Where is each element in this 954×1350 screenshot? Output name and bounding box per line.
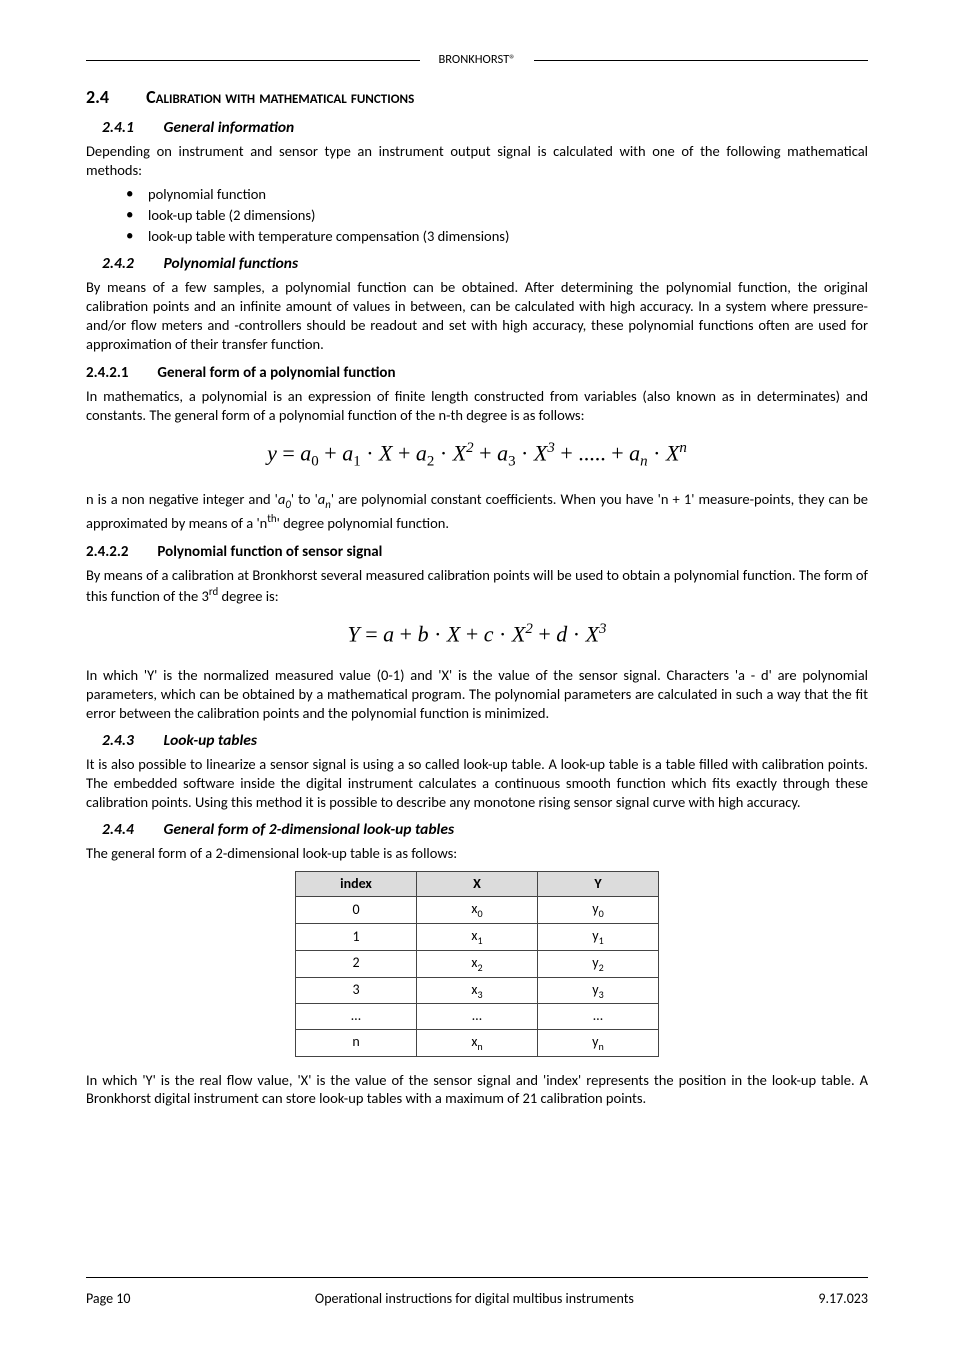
col-y: Y xyxy=(538,871,659,896)
subsubsection-2421: 2.4.2.1 General form of a polynomial fun… xyxy=(86,364,868,384)
s2422-p1: By means of a calibration at Bronkhorst … xyxy=(86,566,868,606)
section-num: 2.4 xyxy=(86,86,142,109)
table-row: 1x1y1 xyxy=(296,923,659,950)
formula-cubic-polynomial: Y = a + b · X + c · X2 + d · X3 xyxy=(86,620,868,649)
subsection-242: 2.4.2 Polynomial functions xyxy=(102,254,868,274)
s243-p1: It is also possible to linearize a senso… xyxy=(86,755,868,812)
formula-general-polynomial: y = a0 + a1 · X + a2 · X2 + a3 · X3 + ..… xyxy=(86,439,868,472)
subsection-241: 2.4.1 General information xyxy=(102,118,868,138)
footer-right: 9.17.023 xyxy=(818,1290,868,1308)
s2421-p2: n is a non negative integer and 'a0' to … xyxy=(86,490,868,533)
list-item: look-up table (2 dimensions) xyxy=(148,206,868,225)
footer-left: Page 10 xyxy=(86,1290,130,1308)
header-rule: BRONKHORST® xyxy=(86,52,868,68)
col-index: index xyxy=(296,871,417,896)
s241-intro: Depending on instrument and sensor type … xyxy=(86,142,868,180)
section-title: Calibration with mathematical functions xyxy=(146,86,414,108)
subsubsection-2422: 2.4.2.2 Polynomial function of sensor si… xyxy=(86,543,868,563)
table-row: 0x0y0 xyxy=(296,896,659,923)
header-brand: BRONKHORST® xyxy=(420,52,533,68)
s241-bullets: polynomial function look-up table (2 dim… xyxy=(86,185,868,246)
list-item: polynomial function xyxy=(148,185,868,204)
col-x: X xyxy=(417,871,538,896)
s2422-p2: In which 'Y' is the normalized measured … xyxy=(86,666,868,723)
footer-center: Operational instructions for digital mul… xyxy=(86,1290,868,1308)
s244-p2: In which 'Y' is the real flow value, 'X'… xyxy=(86,1071,868,1109)
s2421-p1: In mathematics, a polynomial is an expre… xyxy=(86,387,868,425)
table-row: 2x2y2 xyxy=(296,950,659,977)
section-heading: 2.4 Calibration with mathematical functi… xyxy=(86,86,868,109)
subsection-243: 2.4.3 Look-up tables xyxy=(102,731,868,751)
page-footer: Page 10 9.17.023 Operational instruction… xyxy=(86,1241,868,1308)
table-row: ……… xyxy=(296,1004,659,1029)
s244-p1: The general form of a 2-dimensional look… xyxy=(86,844,868,863)
s242-intro: By means of a few samples, a polynomial … xyxy=(86,278,868,353)
lookup-table: index X Y 0x0y01x1y12x2y23x3y3………nxnyn xyxy=(295,871,659,1057)
list-item: look-up table with temperature compensat… xyxy=(148,227,868,246)
subsection-244: 2.4.4 General form of 2-dimensional look… xyxy=(102,820,868,840)
table-row: 3x3y3 xyxy=(296,977,659,1004)
table-row: nxnyn xyxy=(296,1029,659,1056)
